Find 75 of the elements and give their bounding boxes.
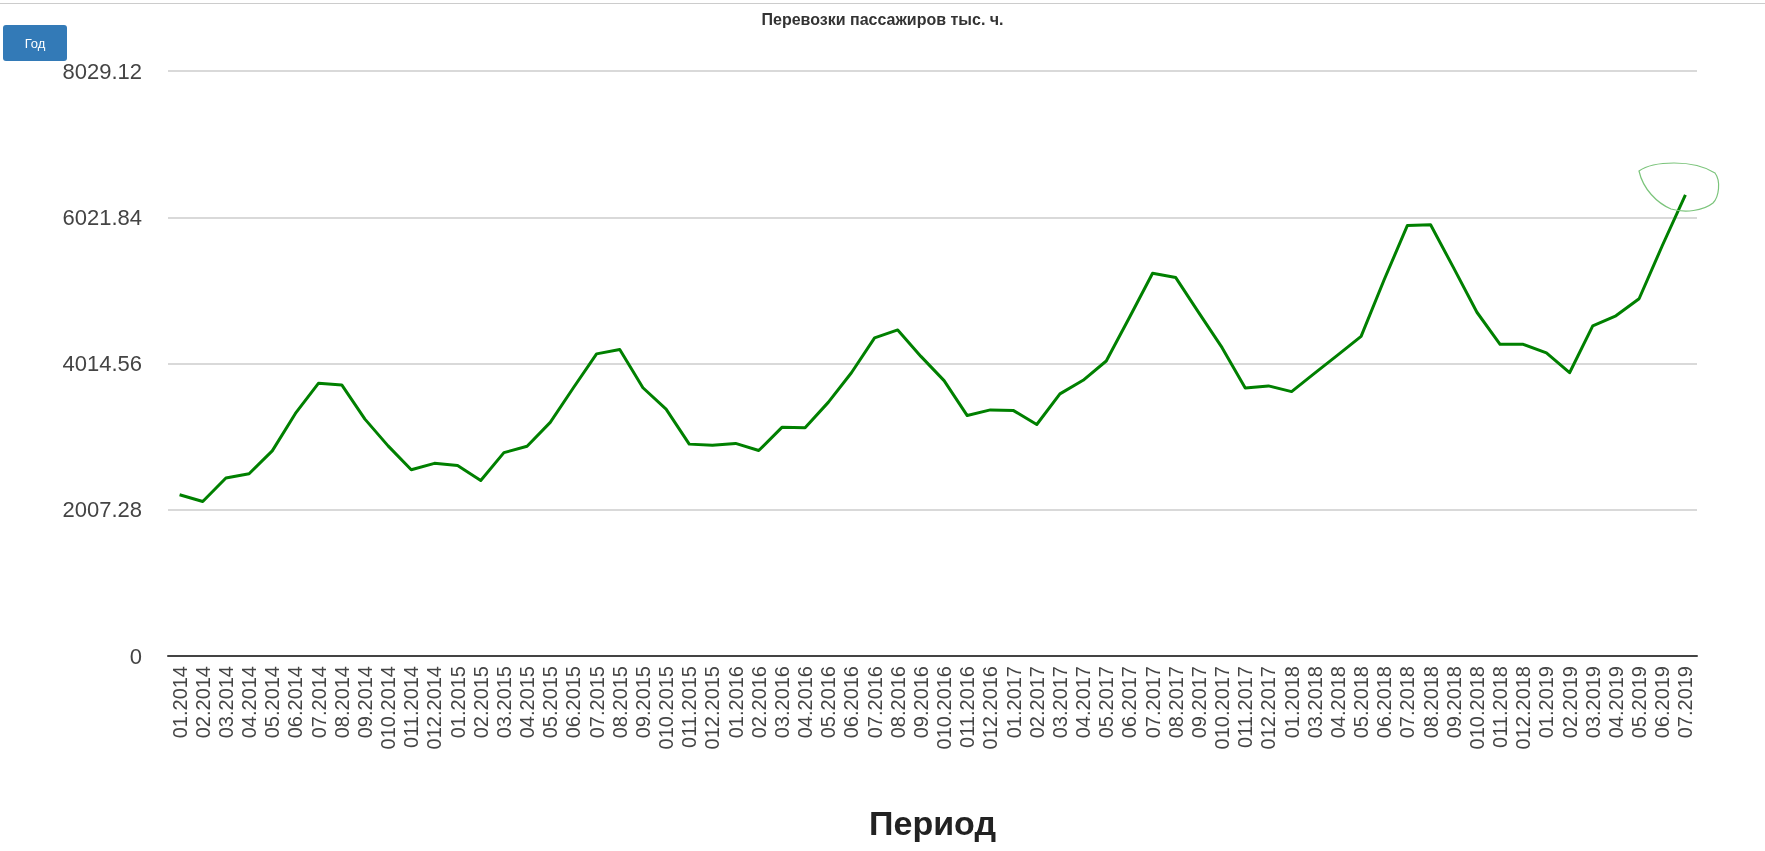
x-tick-label: 05.2014 [261, 666, 284, 739]
x-tick-label: 07.2019 [1674, 666, 1697, 739]
x-tick-label: 09.2016 [909, 666, 932, 739]
x-tick-label: 04.2018 [1326, 666, 1349, 739]
x-tick-label: 012.2017 [1257, 666, 1280, 750]
x-tick-label: 02.2017 [1025, 666, 1048, 739]
x-tick-label: 08.2015 [608, 666, 631, 739]
x-tick-label: 03.2017 [1048, 666, 1071, 739]
x-axis-title: Период [869, 804, 996, 842]
x-tick-label: 02.2019 [1558, 666, 1581, 739]
x-tick-label: 04.2019 [1604, 666, 1627, 739]
x-tick-label: 012.2014 [423, 666, 446, 750]
x-tick-label: 06.2018 [1373, 666, 1396, 739]
x-tick-label: 02.2016 [747, 666, 770, 739]
x-tick-label: 07.2015 [585, 666, 608, 739]
x-tick-label: 012.2015 [701, 666, 724, 750]
x-tick-label: 02.2015 [469, 666, 492, 739]
x-tick-label: 07.2018 [1396, 666, 1419, 739]
x-tick-label: 09.2014 [353, 666, 376, 739]
x-tick-label: 010.2018 [1465, 666, 1488, 750]
x-tick-label: 07.2017 [1141, 666, 1164, 739]
x-tick-label: 01.2018 [1280, 666, 1303, 739]
x-tick-label: 010.2016 [933, 666, 956, 750]
x-tick-label: 08.2014 [330, 666, 353, 739]
x-tick-label: 07.2016 [863, 666, 886, 739]
x-tick-label: 011.2014 [400, 666, 423, 748]
x-tick-label: 05.2017 [1095, 666, 1118, 739]
x-tick-label: 012.2016 [979, 666, 1002, 750]
x-tick-label: 06.2016 [840, 666, 863, 739]
x-tick-label: 01.2014 [168, 666, 191, 739]
x-tick-label: 05.2016 [817, 666, 840, 739]
x-tick-label: 010.2017 [1211, 666, 1234, 750]
x-tick-label: 05.2015 [539, 666, 562, 739]
x-tick-label: 011.2016 [956, 666, 979, 748]
x-tick-label: 08.2016 [886, 666, 909, 739]
x-tick-label: 011.2015 [678, 666, 701, 748]
x-tick-label: 011.2017 [1234, 666, 1257, 748]
x-tick-label: 04.2014 [238, 666, 261, 739]
x-tick-label: 08.2017 [1164, 666, 1187, 739]
y-tick-label: 2007.28 [62, 497, 142, 523]
x-tick-label: 06.2015 [562, 666, 585, 739]
x-tick-label: 06.2017 [1118, 666, 1141, 739]
x-tick-label: 01.2015 [446, 666, 469, 739]
x-tick-label: 07.2014 [307, 666, 330, 739]
x-tick-label: 011.2018 [1489, 666, 1512, 748]
x-tick-label: 01.2019 [1535, 666, 1558, 739]
x-tick-label: 010.2015 [655, 666, 678, 750]
x-tick-label: 03.2014 [214, 666, 237, 739]
x-tick-label: 09.2017 [1187, 666, 1210, 739]
x-tick-label: 04.2015 [516, 666, 539, 739]
x-tick-label: 09.2018 [1442, 666, 1465, 739]
y-tick-label: 4014.56 [62, 351, 142, 376]
x-tick-label: 06.2014 [284, 666, 307, 739]
x-tick-label: 03.2016 [770, 666, 793, 739]
x-tick-label: 01.2016 [724, 666, 747, 739]
x-tick-label: 04.2016 [794, 666, 817, 739]
y-tick-label: 0 [129, 643, 142, 669]
x-tick-label: 03.2019 [1581, 666, 1604, 739]
x-tick-label: 03.2015 [492, 666, 515, 739]
x-tick-label: 05.2018 [1350, 666, 1373, 739]
x-tick-label: 04.2017 [1072, 666, 1095, 739]
y-tick-label: 8029.12 [62, 58, 142, 84]
x-tick-label: 09.2015 [631, 666, 654, 739]
chart-title: Перевозки пассажиров тыс. ч. [761, 10, 1004, 28]
line-series [178, 193, 1687, 504]
y-tick-label: 6021.84 [62, 204, 142, 230]
year-button: Год [3, 25, 67, 61]
x-tick-label: 08.2018 [1419, 666, 1442, 739]
x-tick-label: 06.2019 [1651, 666, 1674, 739]
x-tick-label: 05.2019 [1628, 666, 1651, 739]
x-tick-label: 012.2018 [1512, 666, 1535, 750]
x-tick-label: 01.2017 [1002, 666, 1025, 739]
x-tick-label: 010.2014 [377, 666, 400, 750]
x-tick-label: 03.2018 [1303, 666, 1326, 739]
x-tick-label: 02.2014 [191, 666, 214, 739]
